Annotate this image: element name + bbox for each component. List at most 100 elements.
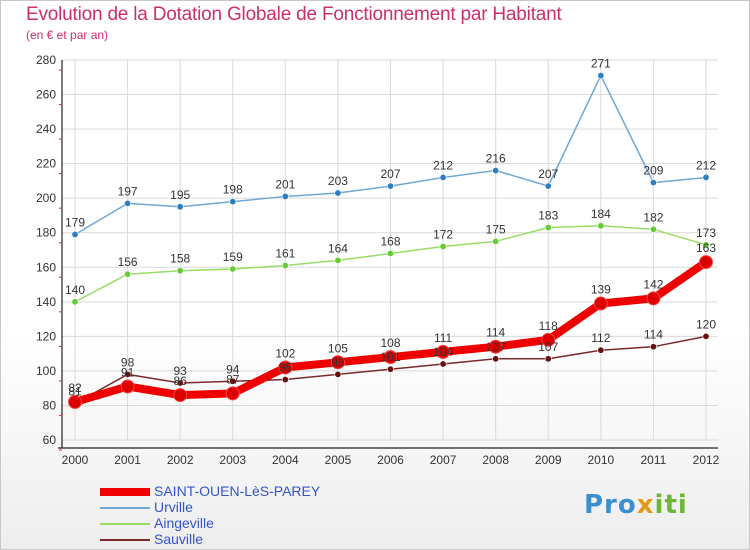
y-tick-label-240: 240	[36, 122, 56, 136]
data-labels: 82 91 86 87 102 105 108 111 114 118 139 142 163 179 19…	[65, 57, 716, 399]
data-label-sauville-2010: 112	[591, 331, 610, 345]
data-point-urville-2004	[281, 192, 289, 200]
x-tick-label-2010: 2010	[587, 453, 614, 467]
data-label-saint-ouen-l-s-parey-2001: 91	[121, 365, 135, 379]
data-point-aingeville-2006	[386, 249, 394, 257]
data-point-aingeville-2001	[124, 270, 132, 278]
y-tick-label-140: 140	[36, 295, 56, 309]
x-tick-label-2000: 2000	[62, 453, 89, 467]
data-point-sauville-2002	[176, 379, 184, 387]
data-label-sauville-2012: 120	[696, 317, 716, 331]
chart-title: Evolution de la Dotation Globale de Fonc…	[26, 4, 562, 25]
legend-label-urville: Urville	[154, 499, 193, 515]
data-point-urville-2011	[649, 179, 657, 187]
data-point-urville-2010	[597, 72, 605, 80]
y-tick-label-180: 180	[36, 226, 56, 240]
axes: 60 80 100 120 140 160 180 200 220 240 260 280 2000 20…	[36, 53, 720, 467]
data-label-urville-2008: 216	[486, 152, 506, 166]
data-point-sauville-2003	[229, 377, 237, 385]
proxiti-logo: Proxiti	[584, 490, 688, 520]
data-label-sauville-2005: 98	[331, 355, 345, 369]
y-tick-label-260: 260	[36, 88, 56, 102]
data-point-aingeville-2012	[702, 241, 710, 249]
data-label-aingeville-2006: 168	[380, 234, 400, 248]
data-point-urville-2003	[229, 198, 237, 206]
data-label-sauville-2009: 107	[538, 340, 558, 354]
data-label-aingeville-2000: 140	[65, 283, 85, 297]
data-point-saint-ouen-l-s-parey-2012	[699, 255, 713, 270]
y-tick-label-100: 100	[36, 364, 56, 378]
data-label-urville-2007: 212	[433, 158, 453, 172]
y-tick-label-220: 220	[36, 157, 56, 171]
data-label-aingeville-2010: 184	[591, 207, 611, 221]
data-label-saint-ouen-l-s-parey-2006: 108	[380, 336, 400, 350]
data-point-urville-2007	[439, 173, 447, 181]
data-label-saint-ouen-l-s-parey-2000: 82	[68, 381, 82, 395]
data-label-sauville-2006: 101	[380, 350, 400, 364]
data-label-urville-2010: 271	[591, 57, 611, 71]
data-point-saint-ouen-l-s-parey-2009	[541, 332, 556, 347]
data-point-urville-2002	[176, 203, 184, 211]
x-tick-label-2004: 2004	[272, 453, 299, 467]
data-point-saint-ouen-l-s-parey-2003	[225, 386, 240, 401]
data-label-sauville-2002: 93	[173, 364, 187, 378]
data-label-aingeville-2007: 172	[433, 228, 453, 242]
data-point-saint-ouen-l-s-parey-2001	[120, 379, 135, 394]
legend-swatch-aingeville	[100, 523, 150, 525]
data-point-aingeville-2011	[649, 225, 657, 233]
data-point-saint-ouen-l-s-parey-2000	[68, 395, 82, 409]
x-tick-label-2001: 2001	[114, 453, 141, 467]
series-lines	[68, 72, 713, 409]
data-label-sauville-2008: 107	[486, 340, 506, 354]
data-label-sauville-2003: 94	[226, 362, 240, 376]
x-tick-label-2005: 2005	[325, 453, 352, 467]
data-label-urville-2000: 179	[65, 215, 85, 229]
data-point-sauville-2006	[386, 365, 394, 373]
data-point-sauville-2011	[649, 343, 657, 351]
data-point-aingeville-2005	[334, 256, 342, 264]
data-point-saint-ouen-l-s-parey-2010	[593, 296, 608, 311]
data-label-saint-ouen-l-s-parey-2005: 105	[328, 341, 348, 355]
data-label-aingeville-2005: 164	[328, 241, 348, 255]
data-label-sauville-2011: 114	[644, 328, 663, 342]
y-tick-label-80: 80	[43, 398, 57, 412]
x-tick-label-2009: 2009	[535, 453, 562, 467]
data-label-saint-ouen-l-s-parey-2010: 139	[591, 283, 611, 297]
data-label-sauville-2000: 81	[68, 385, 82, 399]
data-point-sauville-2005	[334, 370, 342, 378]
data-point-urville-2000	[71, 230, 79, 238]
data-point-aingeville-2003	[229, 265, 237, 273]
y-tick-label-280: 280	[36, 53, 56, 67]
x-tick-label-2007: 2007	[430, 453, 457, 467]
data-label-aingeville-2009: 183	[538, 209, 558, 223]
y-tick-label-60: 60	[43, 433, 57, 447]
data-label-saint-ouen-l-s-parey-2003: 87	[226, 372, 240, 386]
data-point-sauville-2009	[544, 355, 552, 363]
x-tick-label-2003: 2003	[219, 453, 246, 467]
data-point-saint-ouen-l-s-parey-2004	[278, 360, 293, 375]
data-label-saint-ouen-l-s-parey-2007: 111	[434, 331, 453, 345]
data-point-sauville-2012	[702, 332, 710, 340]
data-label-aingeville-2011: 182	[643, 210, 663, 224]
data-label-aingeville-2008: 175	[486, 222, 506, 236]
data-label-saint-ouen-l-s-parey-2004: 102	[275, 346, 295, 360]
x-tick-label-2006: 2006	[377, 453, 404, 467]
data-point-sauville-2008	[492, 355, 500, 363]
data-label-urville-2001: 197	[118, 184, 138, 198]
data-point-aingeville-2010	[597, 222, 605, 230]
data-point-sauville-2004	[281, 376, 289, 384]
legend-swatch-saint-ouen	[100, 488, 150, 496]
legend-swatch-sauville	[100, 539, 150, 541]
data-label-aingeville-2003: 159	[223, 250, 243, 264]
data-label-sauville-2007: 104	[433, 345, 453, 359]
y-tick-label-200: 200	[36, 191, 56, 205]
data-point-aingeville-2004	[281, 262, 289, 270]
data-point-urville-2006	[386, 182, 394, 190]
data-point-urville-2008	[492, 167, 500, 175]
data-point-aingeville-2002	[176, 267, 184, 275]
data-label-sauville-2004: 95	[279, 361, 293, 375]
x-tick-label-2011: 2011	[641, 453, 667, 467]
data-point-saint-ouen-l-s-parey-2005	[330, 355, 345, 370]
data-point-aingeville-2008	[492, 237, 500, 245]
